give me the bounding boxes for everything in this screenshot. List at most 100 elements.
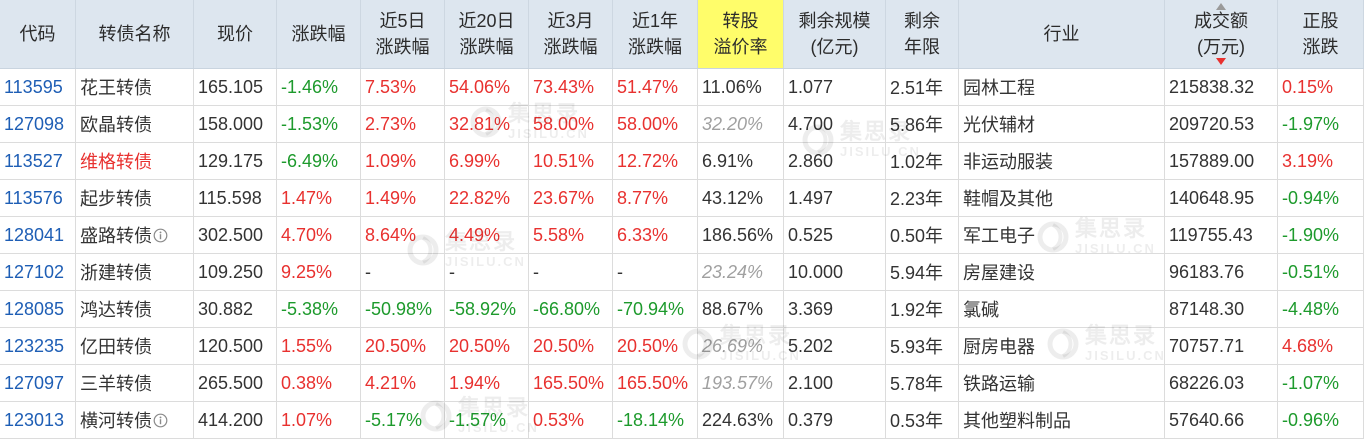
change-20d-cell: 54.06%	[445, 69, 529, 105]
premium-rate-cell: 193.57%	[698, 365, 784, 401]
column-header-price[interactable]: 现价	[194, 0, 277, 68]
change-3m-value: 10.51%	[533, 150, 595, 171]
bond-name-link[interactable]: 花王转债	[80, 78, 152, 98]
change-20d-value: 20.50%	[449, 335, 511, 356]
volume-value: 140648.95	[1169, 187, 1255, 208]
volume-value: 209720.53	[1169, 113, 1255, 134]
stock-change-cell: -0.94%	[1278, 180, 1364, 216]
change-20d-cell: 22.82%	[445, 180, 529, 216]
column-header-industry[interactable]: 行业	[959, 0, 1165, 68]
column-header-sublabel: 涨跌幅	[459, 37, 514, 57]
info-icon[interactable]	[153, 228, 168, 243]
change-1y-value: 6.33%	[617, 224, 669, 245]
change-cell: -6.49%	[277, 143, 361, 179]
change-1y-value: -18.14%	[617, 409, 685, 430]
bond-name-link[interactable]: 维格转债	[80, 152, 152, 172]
bond-name-link[interactable]: 起步转债	[80, 189, 152, 209]
change-3m-cell: 165.50%	[529, 365, 613, 401]
change-20d-cell: -	[445, 254, 529, 290]
stock-change-value: -0.96%	[1282, 409, 1340, 430]
change-value: 1.47%	[281, 187, 333, 208]
column-header-change-3m[interactable]: 近3月 涨跌幅	[529, 0, 613, 68]
industry-cell: 铁路运输	[959, 365, 1165, 401]
change-20d-cell: -1.57%	[445, 402, 529, 438]
remaining-years-cell: 0.50年	[886, 217, 959, 253]
price-value: 265.500	[198, 372, 264, 393]
bond-code-link[interactable]: 128041	[4, 224, 65, 245]
column-header-premium-rate[interactable]: 转股 溢价率	[698, 0, 784, 68]
column-header-sublabel: 涨跌幅	[543, 37, 598, 57]
sort-down-icon[interactable]	[1216, 58, 1226, 65]
stock-change-value: 3.19%	[1282, 150, 1334, 171]
column-header-sublabel: 涨跌幅	[375, 37, 430, 57]
bond-name-link[interactable]: 鸿达转债	[80, 300, 152, 320]
industry-value: 鞋帽及其他	[963, 189, 1053, 209]
change-5d-value: 7.53%	[365, 76, 417, 97]
volume-cell: 140648.95	[1165, 180, 1278, 216]
bond-code-link[interactable]: 123235	[4, 335, 65, 356]
remaining-years-value: 5.93年	[890, 337, 944, 357]
bond-code-link[interactable]: 113527	[4, 150, 63, 171]
bond-name-cell: 三羊转债	[76, 365, 194, 401]
price-cell: 129.175	[194, 143, 277, 179]
column-header-change[interactable]: 涨跌幅	[277, 0, 361, 68]
industry-value: 房屋建设	[963, 263, 1035, 283]
column-header-change-5d[interactable]: 近5日 涨跌幅	[361, 0, 445, 68]
column-header-label: 近3月	[547, 11, 594, 31]
stock-change-cell: -1.97%	[1278, 106, 1364, 142]
sort-up-icon[interactable]	[1216, 3, 1226, 10]
info-icon[interactable]	[153, 413, 168, 428]
column-header-change-20d[interactable]: 近20日 涨跌幅	[445, 0, 529, 68]
column-header-volume[interactable]: 成交额 (万元)	[1165, 0, 1278, 68]
remaining-years-cell: 2.51年	[886, 69, 959, 105]
change-20d-value: 1.94%	[449, 372, 501, 393]
bond-name-cell: 起步转债	[76, 180, 194, 216]
stock-change-value: -1.97%	[1282, 113, 1340, 134]
change-20d-value: -58.92%	[449, 298, 517, 319]
column-header-remaining-years[interactable]: 剩余 年限	[886, 0, 959, 68]
bond-name-cell: 亿田转债	[76, 328, 194, 364]
industry-cell: 军工电子	[959, 217, 1165, 253]
change-3m-value: 58.00%	[533, 113, 595, 134]
column-header-name[interactable]: 转债名称	[76, 0, 194, 68]
bond-code-cell: 128085	[0, 291, 76, 327]
bond-code-link[interactable]: 128085	[4, 298, 65, 319]
bond-name-cell: 盛路转债	[76, 217, 194, 253]
change-3m-value: 23.67%	[533, 187, 595, 208]
change-5d-cell: 4.21%	[361, 365, 445, 401]
stock-change-value: 4.68%	[1282, 335, 1334, 356]
remaining-years-value: 0.50年	[890, 226, 944, 246]
bond-name-link[interactable]: 横河转债	[80, 411, 152, 431]
change-value: 9.25%	[281, 261, 333, 282]
bond-code-link[interactable]: 127102	[4, 261, 65, 282]
bond-name-link[interactable]: 欧晶转债	[80, 115, 152, 135]
column-header-change-1y[interactable]: 近1年 涨跌幅	[613, 0, 698, 68]
bond-code-link[interactable]: 113576	[4, 187, 63, 208]
change-1y-cell: 20.50%	[613, 328, 698, 364]
bond-code-link[interactable]: 113595	[4, 76, 63, 97]
premium-rate-cell: 186.56%	[698, 217, 784, 253]
change-1y-cell: 8.77%	[613, 180, 698, 216]
remaining-size-cell: 2.860	[784, 143, 886, 179]
change-1y-value: -70.94%	[617, 298, 685, 319]
remaining-size-value: 0.379	[788, 409, 834, 430]
bond-name-link[interactable]: 亿田转债	[80, 337, 152, 357]
bond-code-link[interactable]: 127098	[4, 113, 65, 134]
industry-cell: 其他塑料制品	[959, 402, 1165, 438]
bond-name-link[interactable]: 三羊转债	[80, 374, 152, 394]
column-header-code[interactable]: 代码	[0, 0, 76, 68]
column-header-remaining-size[interactable]: 剩余规模 (亿元)	[784, 0, 886, 68]
premium-rate-cell: 11.06%	[698, 69, 784, 105]
change-20d-cell: 1.94%	[445, 365, 529, 401]
change-5d-value: 4.21%	[365, 372, 417, 393]
column-header-stock-change[interactable]: 正股 涨跌	[1278, 0, 1364, 68]
bond-name-link[interactable]: 浙建转债	[80, 263, 152, 283]
change-1y-cell: 6.33%	[613, 217, 698, 253]
price-value: 165.105	[198, 76, 264, 97]
bond-code-link[interactable]: 123013	[4, 409, 65, 430]
industry-cell: 园林工程	[959, 69, 1165, 105]
table-row: 123013 横河转债 414.200 1.07% -5.17% -1.57% 0.53% -…	[0, 402, 1364, 439]
bond-code-link[interactable]: 127097	[4, 372, 65, 393]
remaining-size-value: 1.497	[788, 187, 834, 208]
bond-name-link[interactable]: 盛路转债	[80, 226, 152, 246]
